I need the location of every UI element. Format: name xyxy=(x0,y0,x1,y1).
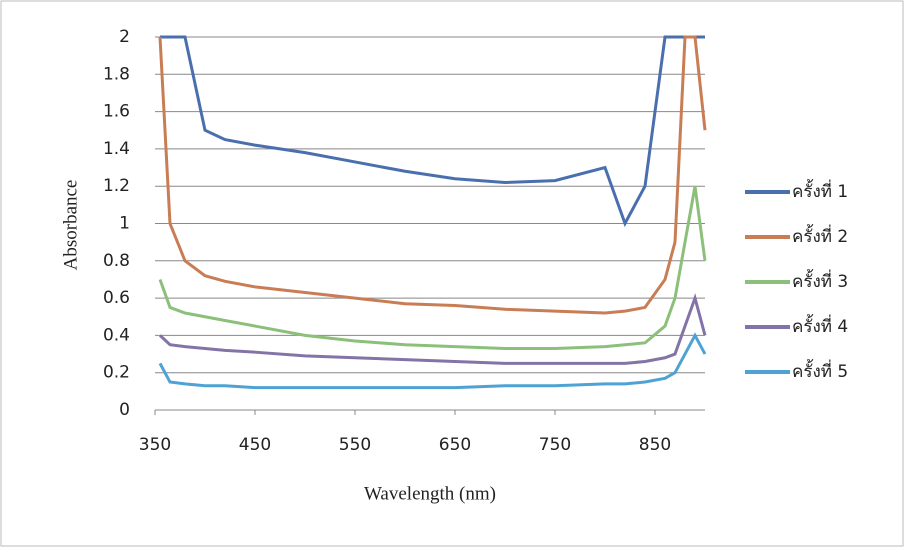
y-tick-label: 1.8 xyxy=(103,64,130,84)
series-line xyxy=(158,185,707,350)
y-tick-label: 1 xyxy=(119,214,130,234)
y-tick-label: 0.4 xyxy=(103,325,130,345)
x-tick-label: 850 xyxy=(639,435,671,455)
y-tick-label: 1.6 xyxy=(103,102,130,122)
x-tick-label: 550 xyxy=(339,435,371,455)
legend-label: ครั้งที่ 3 xyxy=(792,269,848,292)
y-tick-label: 0.8 xyxy=(103,251,130,271)
y-tick-label: 0 xyxy=(119,400,130,420)
legend-label: ครั้งที่ 1 xyxy=(792,179,848,202)
y-axis-label: Absorbance xyxy=(60,180,81,271)
x-tick-label: 750 xyxy=(539,435,571,455)
y-tick-label: 0.6 xyxy=(103,288,130,308)
x-axis-label: Wavelength (nm) xyxy=(364,483,496,504)
y-tick-label: 1.4 xyxy=(103,139,130,159)
y-tick-label: 1.2 xyxy=(103,176,130,196)
x-tick-label: 650 xyxy=(439,435,471,455)
legend-label: ครั้งที่ 4 xyxy=(792,314,848,337)
x-tick-label: 450 xyxy=(239,435,271,455)
series-line xyxy=(158,35,707,315)
legend-label: ครั้งที่ 5 xyxy=(792,359,848,382)
x-tick-label: 350 xyxy=(139,435,171,455)
series-line xyxy=(158,332,707,390)
legend-label: ครั้งที่ 2 xyxy=(792,224,848,247)
series-line xyxy=(160,35,705,228)
y-tick-label: 0.2 xyxy=(103,363,130,383)
y-tick-label: 2 xyxy=(119,27,130,47)
series-line xyxy=(158,293,707,365)
